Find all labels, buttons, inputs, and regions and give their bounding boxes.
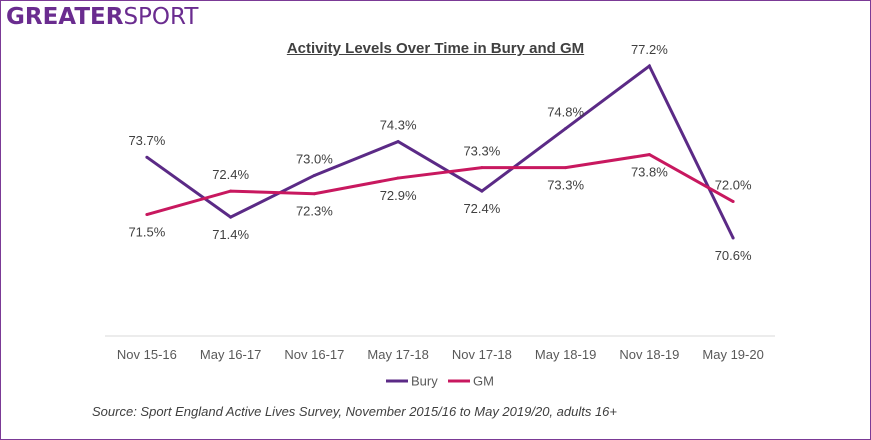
logo-part-sport: SPORT — [123, 4, 199, 30]
x-tick-label: Nov 18-19 — [619, 347, 679, 362]
data-label-bury: 71.4% — [212, 227, 249, 242]
legend-label-gm: GM — [473, 374, 494, 389]
x-tick-label: May 18-19 — [535, 347, 596, 362]
data-point-bury — [647, 64, 651, 68]
data-label-gm: 72.9% — [380, 188, 417, 203]
x-tick-label: May 16-17 — [200, 347, 261, 362]
greatersport-logo: GREATERSPORT — [6, 4, 198, 30]
data-label-gm: 72.3% — [296, 204, 333, 219]
chart-title: Activity Levels Over Time in Bury and GM — [286, 40, 585, 57]
data-point-bury — [564, 127, 568, 131]
data-point-gm — [647, 153, 651, 157]
data-point-gm — [564, 166, 568, 170]
data-point-bury — [396, 140, 400, 144]
x-tick-label: Nov 17-18 — [452, 347, 512, 362]
data-label-gm: 73.3% — [463, 144, 500, 159]
data-point-bury — [145, 155, 149, 159]
data-label-bury: 77.2% — [631, 42, 668, 57]
data-label-gm: 71.5% — [128, 225, 165, 240]
data-point-gm — [396, 176, 400, 180]
data-point-gm — [312, 192, 316, 196]
source-note: Source: Sport England Active Lives Surve… — [92, 404, 618, 419]
data-point-gm — [480, 166, 484, 170]
data-point-bury — [731, 236, 735, 240]
data-point-gm — [145, 213, 149, 217]
data-label-gm: 72.4% — [212, 167, 249, 182]
data-label-gm: 73.3% — [547, 178, 584, 193]
data-label-gm: 72.0% — [715, 178, 752, 193]
x-tick-label: Nov 16-17 — [284, 347, 344, 362]
data-label-bury: 74.8% — [547, 105, 584, 120]
data-point-gm — [229, 189, 233, 193]
data-label-bury: 74.3% — [380, 118, 417, 133]
data-point-gm — [731, 200, 735, 204]
logo-part-greater: GREATER — [6, 4, 124, 30]
series-line-bury — [146, 63, 735, 239]
data-point-bury — [312, 173, 316, 177]
data-label-bury: 73.0% — [296, 151, 333, 166]
x-tick-label: Nov 15-16 — [117, 347, 177, 362]
legend-label-bury: Bury — [411, 374, 438, 389]
data-label-gm: 73.8% — [631, 165, 668, 180]
x-tick-label: May 19-20 — [702, 347, 763, 362]
x-tick-label: May 17-18 — [367, 347, 428, 362]
data-point-bury — [480, 189, 484, 193]
data-point-bury — [229, 215, 233, 219]
data-label-bury: 72.4% — [463, 201, 500, 216]
data-label-bury: 73.7% — [128, 133, 165, 148]
data-label-bury: 70.6% — [715, 248, 752, 263]
series-line-gm — [146, 153, 734, 216]
